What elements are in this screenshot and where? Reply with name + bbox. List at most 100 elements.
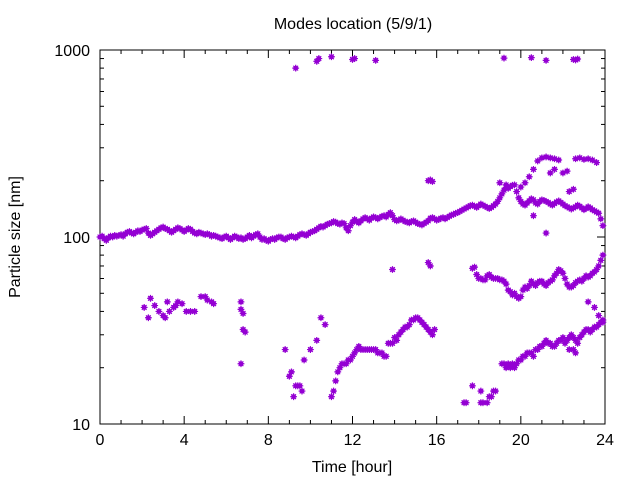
data-point	[593, 159, 600, 166]
data-point	[570, 185, 577, 193]
data-point	[506, 364, 514, 372]
data-point	[599, 251, 607, 259]
data-point	[172, 302, 180, 309]
data-point	[166, 308, 173, 315]
data-point	[502, 181, 510, 189]
data-point	[237, 360, 245, 368]
data-point	[553, 269, 561, 277]
data-point	[317, 314, 325, 322]
data-point	[561, 275, 569, 282]
data-point	[197, 293, 205, 301]
data-point	[346, 222, 354, 230]
data-point	[591, 304, 598, 311]
data-point	[426, 262, 434, 270]
data-point	[494, 198, 502, 205]
data-point	[151, 302, 159, 309]
data-point	[307, 346, 314, 353]
data-point	[481, 276, 489, 284]
y-tick-label: 100	[63, 230, 90, 247]
data-point	[513, 360, 521, 368]
data-point	[296, 382, 304, 390]
data-point	[521, 179, 529, 187]
data-point	[530, 212, 537, 220]
data-point	[473, 271, 481, 278]
axis-tick-labels: 0 4 8 12 16 20 24 10 100 1000	[54, 43, 614, 449]
x-tick-label: 0	[96, 432, 105, 449]
data-point	[563, 167, 571, 175]
y-tick-label: 10	[72, 417, 90, 434]
x-tick-label: 24	[596, 432, 614, 449]
data-point	[155, 308, 163, 315]
data-points	[96, 53, 607, 407]
x-tick-label: 16	[428, 432, 446, 449]
data-point	[351, 55, 359, 62]
data-point	[285, 372, 293, 380]
data-point	[462, 399, 470, 407]
data-point	[424, 177, 432, 185]
data-point	[191, 308, 199, 315]
data-point	[479, 399, 487, 407]
data-point	[513, 188, 521, 195]
data-point	[290, 393, 297, 401]
data-point	[599, 222, 607, 230]
data-point	[502, 280, 510, 288]
data-point	[517, 293, 525, 301]
data-point	[517, 183, 525, 191]
data-point	[502, 364, 510, 372]
data-point	[321, 321, 329, 329]
data-point	[140, 304, 148, 311]
data-point	[527, 349, 535, 357]
x-axis-label: Time [hour]	[312, 459, 392, 476]
data-point	[210, 300, 218, 308]
data-point	[599, 316, 607, 324]
data-point	[147, 294, 154, 302]
x-tick-label: 8	[264, 432, 273, 449]
data-point	[487, 393, 495, 401]
data-point	[163, 298, 171, 306]
data-point	[483, 399, 491, 407]
data-point	[298, 387, 306, 395]
data-point	[509, 360, 516, 368]
data-point	[559, 334, 567, 341]
data-point	[429, 331, 436, 339]
data-point	[237, 298, 245, 306]
data-point	[144, 314, 152, 322]
data-point	[334, 368, 342, 376]
data-point	[161, 314, 169, 322]
data-point	[342, 360, 350, 368]
data-point	[142, 225, 150, 232]
data-point	[405, 321, 413, 329]
data-point	[584, 298, 592, 306]
data-point	[328, 393, 335, 401]
data-point	[559, 269, 567, 277]
data-point	[500, 360, 508, 368]
data-point	[340, 220, 348, 227]
x-tick-label: 20	[512, 432, 530, 449]
data-point	[574, 55, 582, 63]
data-point	[239, 310, 247, 317]
data-point	[593, 266, 600, 273]
data-point	[511, 181, 518, 189]
data-point	[542, 229, 550, 237]
data-point	[174, 298, 182, 306]
data-point	[431, 326, 438, 333]
data-point	[546, 169, 554, 177]
data-point	[565, 346, 573, 353]
data-point	[559, 169, 567, 177]
data-point	[332, 377, 340, 385]
data-point	[504, 360, 512, 368]
data-point	[346, 356, 354, 364]
data-point	[328, 53, 335, 61]
data-point	[349, 352, 356, 360]
data-point	[588, 156, 596, 164]
y-tick-label: 1000	[54, 43, 90, 60]
data-point	[548, 276, 556, 284]
chart-title: Modes location (5/9/1)	[274, 16, 432, 33]
data-point	[372, 56, 380, 64]
data-point	[237, 306, 245, 313]
data-point	[498, 190, 506, 198]
data-point	[178, 300, 186, 308]
data-point	[574, 339, 582, 347]
data-point	[336, 364, 344, 372]
